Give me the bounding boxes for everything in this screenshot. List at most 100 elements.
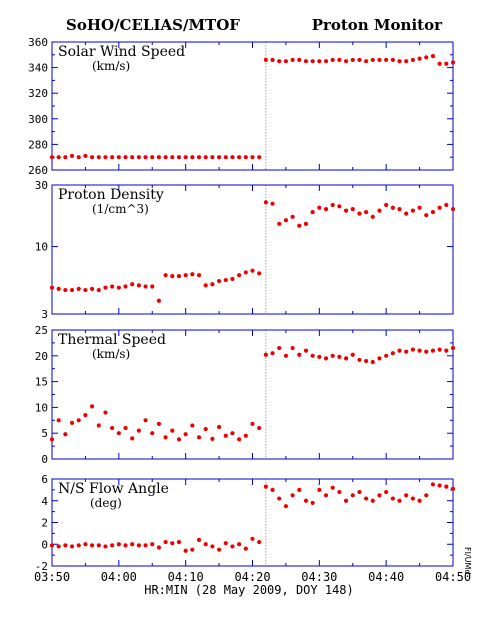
figure-title-left: SoHO/CELIAS/MTOF bbox=[66, 16, 240, 34]
data-point bbox=[270, 487, 275, 492]
data-point bbox=[263, 484, 268, 489]
data-point bbox=[216, 278, 222, 284]
data-point bbox=[250, 421, 255, 427]
y-tick-label: 2 bbox=[41, 517, 48, 530]
data-point bbox=[410, 57, 415, 63]
data-point bbox=[303, 221, 309, 226]
data-point bbox=[83, 153, 88, 159]
data-point bbox=[230, 155, 235, 160]
data-point bbox=[430, 348, 436, 353]
data-point bbox=[230, 276, 235, 282]
data-point bbox=[357, 211, 362, 216]
data-point bbox=[297, 223, 302, 228]
data-point bbox=[283, 353, 289, 358]
data-point bbox=[410, 208, 415, 213]
data-point bbox=[283, 218, 289, 223]
data-point bbox=[170, 274, 175, 279]
data-point bbox=[243, 433, 248, 438]
data-point bbox=[350, 352, 355, 357]
data-point bbox=[223, 541, 228, 546]
data-point bbox=[69, 544, 75, 549]
data-point bbox=[76, 543, 81, 548]
data-point bbox=[110, 425, 115, 431]
figure-title-right: Proton Monitor bbox=[312, 16, 443, 34]
data-point bbox=[343, 498, 349, 503]
data-point bbox=[404, 349, 409, 354]
data-point bbox=[223, 433, 228, 438]
data-point bbox=[430, 53, 436, 59]
data-point bbox=[190, 423, 195, 428]
data-point bbox=[437, 483, 442, 488]
data-point bbox=[357, 489, 362, 495]
y-tick-label: 300 bbox=[28, 113, 48, 126]
data-point bbox=[337, 354, 342, 359]
data-point bbox=[283, 59, 289, 64]
data-point bbox=[130, 436, 135, 441]
y-tick-label: 0 bbox=[41, 538, 48, 551]
data-point bbox=[196, 155, 202, 160]
data-point bbox=[323, 207, 329, 212]
data-point bbox=[277, 59, 282, 64]
y-tick-label: 360 bbox=[28, 36, 48, 49]
x-tick-label: 04:40 bbox=[368, 570, 404, 584]
data-point bbox=[150, 155, 155, 160]
data-point bbox=[130, 282, 135, 287]
data-point bbox=[210, 436, 215, 441]
x-tick-label: 04:20 bbox=[234, 570, 270, 584]
data-point bbox=[343, 208, 349, 213]
data-point bbox=[76, 155, 81, 160]
y-tick-label: 30 bbox=[35, 179, 48, 192]
data-point bbox=[143, 418, 148, 423]
data-point bbox=[196, 537, 202, 543]
data-point bbox=[410, 496, 415, 501]
data-point bbox=[243, 155, 248, 160]
data-point bbox=[250, 268, 255, 273]
data-point bbox=[110, 284, 115, 289]
panel-title: Proton Density bbox=[58, 187, 164, 203]
data-point bbox=[183, 273, 188, 278]
panel-title: Thermal Speed bbox=[58, 332, 166, 348]
data-point bbox=[330, 57, 335, 63]
data-point bbox=[243, 270, 248, 275]
data-point bbox=[216, 547, 222, 552]
data-point bbox=[437, 205, 442, 210]
data-point bbox=[450, 486, 456, 491]
data-point bbox=[364, 59, 369, 64]
data-point bbox=[210, 155, 215, 160]
data-point bbox=[317, 205, 322, 210]
data-point bbox=[183, 548, 188, 553]
data-point bbox=[176, 437, 182, 442]
data-point bbox=[337, 489, 342, 495]
data-point bbox=[317, 487, 322, 492]
data-point bbox=[230, 431, 235, 436]
data-point bbox=[310, 353, 315, 358]
data-point bbox=[143, 155, 148, 160]
data-point bbox=[136, 428, 141, 433]
data-point bbox=[116, 431, 121, 436]
data-point bbox=[90, 404, 95, 409]
data-point bbox=[270, 57, 275, 63]
data-point bbox=[49, 437, 55, 442]
x-tick-label: 04:00 bbox=[101, 570, 137, 584]
data-point bbox=[116, 542, 121, 547]
panel-unit: (deg) bbox=[90, 496, 122, 510]
data-point bbox=[377, 493, 382, 498]
data-point bbox=[277, 496, 282, 501]
data-point bbox=[203, 155, 208, 160]
data-point bbox=[357, 57, 362, 63]
data-point bbox=[417, 498, 422, 503]
y-tick-label: 10 bbox=[35, 401, 48, 414]
y-tick-label: 15 bbox=[35, 376, 48, 389]
y-tick-label: 340 bbox=[28, 62, 48, 75]
data-point bbox=[130, 155, 135, 160]
data-point bbox=[263, 200, 268, 205]
data-point bbox=[103, 155, 108, 160]
data-point bbox=[237, 273, 242, 278]
data-point bbox=[156, 298, 162, 303]
data-point bbox=[130, 542, 135, 547]
data-point bbox=[424, 213, 429, 218]
data-point bbox=[69, 420, 75, 425]
data-point bbox=[176, 155, 182, 160]
data-point bbox=[370, 498, 375, 503]
